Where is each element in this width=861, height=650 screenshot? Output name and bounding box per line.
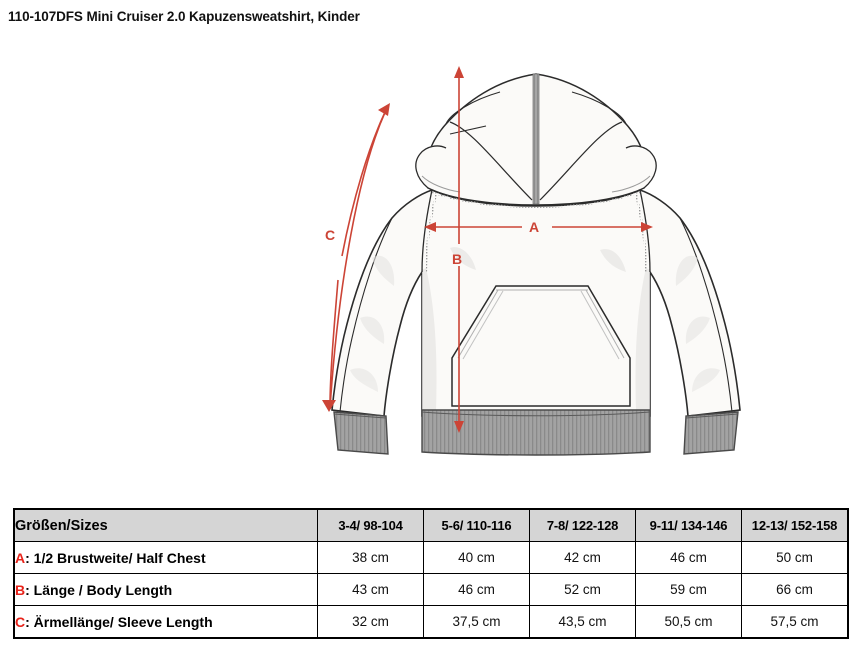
cell-sleeve-1: 32 cm (317, 605, 424, 638)
hood-right-binding-stitch (611, 175, 651, 193)
kangaroo-pocket (451, 285, 631, 407)
measurement-arrows (322, 66, 653, 433)
cell-length-5: 66 cm (741, 573, 848, 606)
right-armhole-stitch (634, 193, 648, 273)
right-armhole-seam (639, 189, 651, 273)
hood-center-seam (532, 73, 540, 205)
row-text-sleeve: : Ärmellänge/ Sleeve Length (25, 613, 213, 630)
hood-detail-line (449, 125, 487, 135)
cell-length-4: 59 cm (635, 573, 742, 606)
header-size-2: 5-6/ 110-116 (423, 509, 530, 542)
table-row: B: Länge / Body Length 43 cm 46 cm 52 cm… (14, 573, 848, 606)
cell-chest-5: 50 cm (741, 541, 848, 574)
row-letter-a: A (15, 549, 26, 566)
sleeve-shading (350, 255, 720, 392)
cell-length-1: 43 cm (317, 573, 424, 606)
waistband-top-seam (421, 411, 651, 417)
header-size-3: 7-8/ 122-128 (529, 509, 636, 542)
measure-arrow-B (454, 66, 464, 433)
table-row: C: Ärmellänge/ Sleeve Length 32 cm 37,5 … (14, 605, 848, 638)
hood-right-fold (539, 121, 623, 201)
cell-chest-3: 42 cm (529, 541, 636, 574)
measure-label-A: A (529, 219, 540, 235)
left-cuff-rib (333, 411, 389, 455)
row-text-chest: : 1/2 Brustweite/ Half Chest (25, 549, 206, 566)
pocket-left-stitch-1 (457, 289, 499, 359)
header-size-4: 9-11/ 134-146 (635, 509, 742, 542)
left-sleeve-inner-line (339, 217, 393, 413)
pocket-outline (451, 285, 631, 407)
pocket-right-stitch-2 (580, 290, 620, 360)
right-sleeve-inner-line (679, 217, 733, 413)
cell-chest-1: 38 cm (317, 541, 424, 574)
pocket-right-stitch-1 (585, 289, 625, 359)
cell-sleeve-2: 37,5 cm (423, 605, 530, 638)
cell-length-2: 46 cm (423, 573, 530, 606)
hood-left-binding-stitch (421, 175, 461, 193)
waistband-rib (421, 409, 651, 456)
right-cuff (683, 411, 739, 455)
size-table-container: Größen/Sizes 3-4/ 98-104 5-6/ 110-116 7-… (13, 508, 849, 639)
table-row: A: 1/2 Brustweite/ Half Chest 38 cm 40 c… (14, 541, 848, 574)
row-letter-b: B (15, 581, 26, 598)
header-size-1: 3-4/ 98-104 (317, 509, 424, 542)
cell-length-3: 52 cm (529, 573, 636, 606)
left-armhole-seam (421, 189, 433, 273)
row-label-length: B: Länge / Body Length (14, 573, 318, 606)
measure-label-C: C (325, 227, 336, 243)
cell-sleeve-4: 50,5 cm (635, 605, 742, 638)
measure-label-B: B (452, 251, 463, 267)
body-group (331, 189, 741, 456)
hood-left-fold (449, 121, 533, 201)
row-letter-c: C (15, 613, 26, 630)
hood-right-upper-edge (571, 91, 627, 125)
row-label-chest: A: 1/2 Brustweite/ Half Chest (14, 541, 318, 574)
measure-arrow-A (424, 222, 653, 232)
left-cuff-seam (333, 413, 387, 419)
waistband (421, 409, 651, 456)
cell-chest-2: 40 cm (423, 541, 530, 574)
right-cuff-seam (685, 413, 739, 419)
cell-chest-4: 46 cm (635, 541, 742, 574)
measure-arrow-C (322, 103, 390, 412)
hood-group (415, 73, 657, 206)
page-title: 110-107DFS Mini Cruiser 2.0 Kapuzensweat… (8, 9, 360, 24)
size-table: Größen/Sizes 3-4/ 98-104 5-6/ 110-116 7-… (13, 508, 849, 639)
body-shading (422, 247, 650, 410)
header-sizes-label: Größen/Sizes (14, 509, 318, 542)
row-text-length: : Länge / Body Length (25, 581, 173, 598)
row-label-sleeve: C: Ärmellänge/ Sleeve Length (14, 605, 318, 638)
left-cuff (333, 411, 389, 455)
hood-left-upper-edge (445, 91, 501, 125)
cell-sleeve-3: 43,5 cm (529, 605, 636, 638)
left-armhole-stitch (424, 193, 438, 273)
table-header-row: Größen/Sizes 3-4/ 98-104 5-6/ 110-116 7-… (14, 509, 848, 542)
cell-sleeve-5: 57,5 cm (741, 605, 848, 638)
hoodie-technical-drawing (300, 18, 770, 463)
right-cuff-rib (683, 411, 739, 455)
header-size-5: 12-13/ 152-158 (741, 509, 848, 542)
pocket-left-stitch-2 (462, 290, 504, 360)
